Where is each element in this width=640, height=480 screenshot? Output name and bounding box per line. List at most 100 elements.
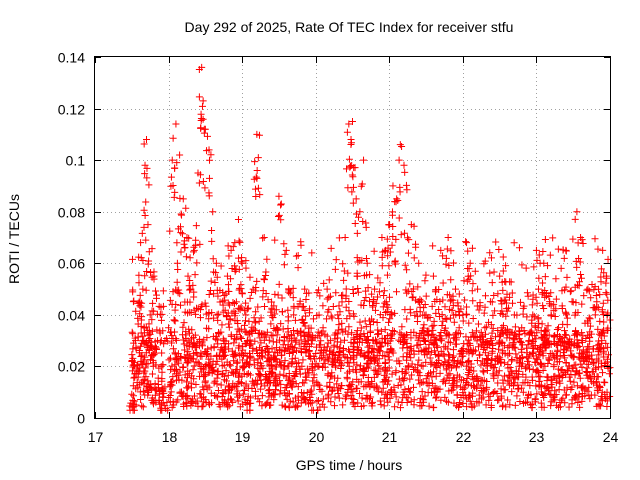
data-point — [403, 266, 411, 274]
data-point — [342, 303, 350, 311]
data-point — [487, 254, 495, 262]
data-point — [533, 366, 541, 374]
data-point — [237, 325, 245, 333]
data-point — [238, 356, 246, 364]
data-point — [289, 294, 297, 302]
data-point — [267, 320, 275, 328]
data-point — [347, 140, 355, 148]
data-point — [453, 378, 461, 386]
data-point — [193, 351, 201, 359]
data-point — [214, 386, 222, 394]
data-point — [418, 388, 426, 396]
data-point — [576, 258, 584, 266]
data-point — [506, 349, 514, 357]
data-point — [337, 365, 345, 373]
data-point — [275, 358, 283, 366]
data-point — [432, 336, 440, 344]
data-point — [234, 393, 242, 401]
data-point — [136, 299, 144, 307]
data-point — [242, 311, 250, 319]
data-point — [176, 194, 184, 202]
data-point — [586, 328, 594, 336]
data-point — [128, 255, 136, 263]
data-point — [528, 316, 536, 324]
data-point — [276, 346, 284, 354]
data-point — [578, 236, 586, 244]
data-point — [506, 293, 514, 301]
data-point — [275, 280, 283, 288]
data-point — [583, 286, 591, 294]
data-point — [194, 359, 202, 367]
data-point — [482, 385, 490, 393]
data-point — [357, 403, 365, 411]
data-point — [322, 347, 330, 355]
data-point — [189, 366, 197, 374]
data-point — [422, 292, 430, 300]
data-point — [376, 347, 384, 355]
data-point — [246, 406, 254, 414]
data-point — [434, 343, 442, 351]
data-point — [227, 331, 235, 339]
data-point — [254, 154, 262, 162]
data-point — [225, 252, 233, 260]
data-point — [215, 330, 223, 338]
data-point — [144, 360, 152, 368]
data-point — [131, 370, 139, 378]
data-point — [303, 340, 311, 348]
data-point — [328, 387, 336, 395]
data-point — [300, 394, 308, 402]
data-point — [383, 331, 391, 339]
data-point — [576, 355, 584, 363]
data-point — [421, 351, 429, 359]
data-point — [330, 343, 338, 351]
data-point — [472, 327, 480, 335]
data-point — [167, 182, 175, 190]
data-point — [327, 244, 335, 252]
data-point — [301, 345, 309, 353]
data-point — [159, 387, 167, 395]
data-point — [210, 391, 218, 399]
data-point — [137, 396, 145, 404]
data-point — [505, 304, 513, 312]
data-point — [213, 380, 221, 388]
data-point — [364, 333, 372, 341]
data-point — [296, 327, 304, 335]
data-point — [515, 331, 523, 339]
data-point — [251, 158, 259, 166]
data-point — [222, 367, 230, 375]
data-point — [282, 372, 290, 380]
data-point — [255, 344, 263, 352]
data-point — [335, 321, 343, 329]
data-point — [225, 320, 233, 328]
data-point — [499, 267, 507, 275]
data-point — [181, 353, 189, 361]
data-point — [455, 324, 463, 332]
data-point — [487, 357, 495, 365]
data-point — [182, 204, 190, 212]
data-point — [412, 332, 420, 340]
data-point — [372, 382, 380, 390]
data-point — [486, 298, 494, 306]
data-point — [377, 401, 385, 409]
data-point — [288, 360, 296, 368]
data-point — [558, 304, 566, 312]
data-point — [220, 361, 228, 369]
data-point — [343, 354, 351, 362]
data-point — [575, 353, 583, 361]
data-point — [141, 161, 149, 169]
data-point — [238, 289, 246, 297]
data-point — [294, 396, 302, 404]
data-point — [353, 254, 361, 262]
data-point — [535, 251, 543, 259]
data-point — [335, 302, 343, 310]
data-point — [552, 275, 560, 283]
data-point — [138, 229, 146, 237]
data-point — [603, 403, 611, 411]
data-point — [603, 274, 611, 282]
data-point — [359, 218, 367, 226]
data-point — [271, 236, 279, 244]
data-point — [467, 272, 475, 280]
data-point — [179, 336, 187, 344]
data-point — [449, 346, 457, 354]
data-point — [275, 211, 283, 219]
